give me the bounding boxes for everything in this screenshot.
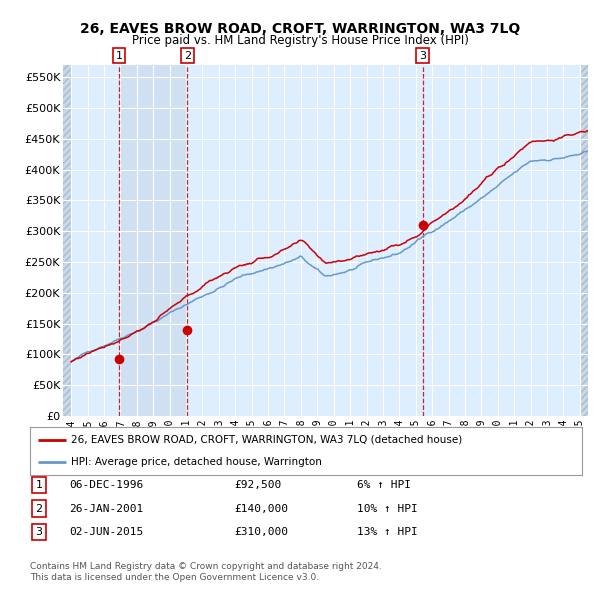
- Text: Contains HM Land Registry data © Crown copyright and database right 2024.: Contains HM Land Registry data © Crown c…: [30, 562, 382, 571]
- Text: 3: 3: [35, 527, 43, 537]
- Text: Price paid vs. HM Land Registry's House Price Index (HPI): Price paid vs. HM Land Registry's House …: [131, 34, 469, 47]
- Bar: [119, 65, 187, 416]
- Text: 1: 1: [35, 480, 43, 490]
- Text: £140,000: £140,000: [234, 504, 288, 513]
- Text: 02-JUN-2015: 02-JUN-2015: [69, 527, 143, 537]
- Text: 2: 2: [184, 51, 191, 61]
- Text: 6% ↑ HPI: 6% ↑ HPI: [357, 480, 411, 490]
- Text: £92,500: £92,500: [234, 480, 281, 490]
- Bar: [580, 65, 588, 416]
- Text: 26, EAVES BROW ROAD, CROFT, WARRINGTON, WA3 7LQ (detached house): 26, EAVES BROW ROAD, CROFT, WARRINGTON, …: [71, 435, 463, 445]
- Text: 26-JAN-2001: 26-JAN-2001: [69, 504, 143, 513]
- Bar: [63, 65, 71, 416]
- Text: 3: 3: [419, 51, 426, 61]
- Text: This data is licensed under the Open Government Licence v3.0.: This data is licensed under the Open Gov…: [30, 572, 319, 582]
- Text: 26, EAVES BROW ROAD, CROFT, WARRINGTON, WA3 7LQ: 26, EAVES BROW ROAD, CROFT, WARRINGTON, …: [80, 22, 520, 36]
- Text: 13% ↑ HPI: 13% ↑ HPI: [357, 527, 418, 537]
- Text: HPI: Average price, detached house, Warrington: HPI: Average price, detached house, Warr…: [71, 457, 322, 467]
- Text: 06-DEC-1996: 06-DEC-1996: [69, 480, 143, 490]
- Text: 10% ↑ HPI: 10% ↑ HPI: [357, 504, 418, 513]
- Text: £310,000: £310,000: [234, 527, 288, 537]
- Text: 1: 1: [116, 51, 122, 61]
- Text: 2: 2: [35, 504, 43, 513]
